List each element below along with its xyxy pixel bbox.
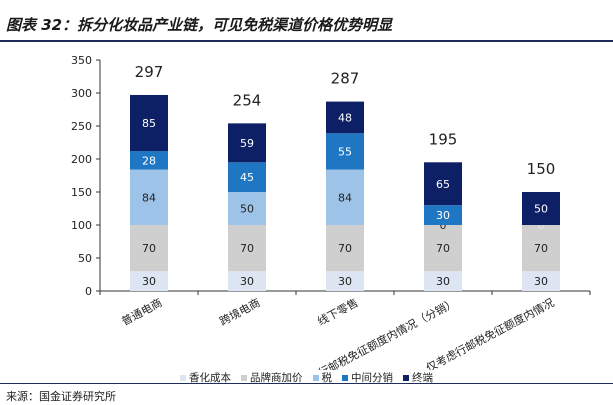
bar-segment-终端 [326, 101, 364, 134]
total-label: 195 [429, 130, 458, 148]
bar-segment-品牌商加价 [522, 225, 560, 272]
data-label-品牌商加价: 70 [338, 242, 352, 255]
x-category-label: 线下零售 [315, 295, 360, 328]
bar-segment-中间分销 [228, 162, 266, 192]
x-category-label: 跨境电商 [217, 295, 262, 328]
x-category-label: 普通电商 [119, 295, 164, 328]
data-label-税: 0 [440, 219, 447, 232]
data-label-终端: 59 [240, 137, 254, 150]
bar-segment-中间分销 [424, 205, 462, 225]
data-label-香化成本: 30 [534, 275, 548, 288]
chart-legend: 香化成本 品牌商加价 税 中间分销 终端 [0, 370, 613, 385]
legend-swatch [180, 374, 186, 381]
bar-segment-品牌商加价 [326, 225, 364, 272]
data-label-终端: 48 [338, 111, 352, 124]
bar-segment-终端 [130, 94, 168, 152]
source-note: 来源：国金证券研究所 [6, 390, 116, 403]
legend-label: 终端 [412, 372, 433, 384]
data-label-中间分销: 55 [338, 145, 352, 158]
legend-label: 品牌商加价 [250, 372, 303, 384]
legend-item: 中间分销 [342, 370, 393, 385]
source-divider [0, 383, 613, 384]
legend-item: 终端 [403, 370, 433, 385]
y-tick-label: 250 [71, 120, 92, 133]
data-label-税: 84 [338, 191, 352, 204]
bar-segment-品牌商加价 [228, 225, 266, 272]
total-label: 254 [233, 91, 262, 109]
data-label-税: 84 [142, 191, 156, 204]
legend-label: 香化成本 [189, 372, 231, 384]
bar-segment-中间分销 [130, 151, 168, 170]
bar-segment-税 [130, 169, 168, 225]
bar-segment-香化成本 [130, 271, 168, 291]
legend-swatch [342, 374, 348, 381]
total-label: 150 [527, 160, 556, 178]
figure-title-bar: 图表 32：拆分化妆品产业链，可见免税渠道价格优势明显 [0, 10, 613, 42]
total-label: 287 [331, 70, 360, 88]
data-label-香化成本: 30 [240, 275, 254, 288]
data-label-终端: 50 [534, 203, 548, 216]
bar-segment-终端 [522, 192, 560, 225]
data-label-终端: 85 [142, 117, 156, 130]
bar-segment-税 [326, 169, 364, 225]
legend-item: 香化成本 [180, 370, 231, 385]
legend-label: 税 [321, 372, 333, 384]
stacked-bar-chart: 0501001502002503003503070842885297普通电商30… [71, 54, 591, 370]
title-divider [0, 40, 613, 42]
bar-segment-香化成本 [424, 271, 462, 291]
bar-segment-终端 [424, 162, 462, 206]
legend-swatch [403, 374, 409, 381]
data-label-中间分销: 45 [240, 171, 254, 184]
data-label-中间分销: 0 [538, 219, 545, 232]
total-label: 297 [135, 63, 164, 81]
legend-item: 税 [312, 370, 333, 385]
legend-swatch [312, 374, 319, 381]
bar-segment-香化成本 [228, 271, 266, 291]
bar-segment-中间分销 [326, 133, 364, 170]
data-label-品牌商加价: 70 [142, 242, 156, 255]
y-tick-label: 100 [71, 219, 92, 232]
data-label-品牌商加价: 70 [436, 242, 450, 255]
data-label-香化成本: 30 [436, 275, 450, 288]
y-tick-label: 200 [71, 153, 92, 166]
y-tick-label: 150 [71, 186, 92, 199]
data-label-品牌商加价: 70 [240, 242, 254, 255]
data-label-香化成本: 30 [338, 275, 352, 288]
bar-segment-品牌商加价 [130, 225, 168, 272]
y-tick-label: 50 [78, 252, 92, 265]
bar-segment-香化成本 [522, 271, 560, 291]
figure-title: 图表 32：拆分化妆品产业链，可见免税渠道价格优势明显 [6, 16, 393, 34]
data-label-税: 0 [538, 219, 545, 232]
bar-segment-终端 [228, 123, 266, 163]
data-label-终端: 65 [436, 178, 450, 191]
y-tick-label: 300 [71, 87, 92, 100]
data-label-税: 50 [240, 203, 254, 216]
data-label-中间分销: 30 [436, 209, 450, 222]
data-label-品牌商加价: 70 [534, 242, 548, 255]
legend-item: 品牌商加价 [241, 370, 303, 385]
data-label-香化成本: 30 [142, 275, 156, 288]
bar-segment-税 [228, 192, 266, 225]
bar-segment-品牌商加价 [424, 225, 462, 272]
y-tick-label: 350 [71, 54, 92, 67]
data-label-中间分销: 28 [142, 154, 156, 167]
legend-swatch [241, 374, 247, 381]
bar-segment-香化成本 [326, 271, 364, 291]
y-tick-label: 0 [85, 285, 92, 298]
legend-label: 中间分销 [351, 372, 393, 384]
